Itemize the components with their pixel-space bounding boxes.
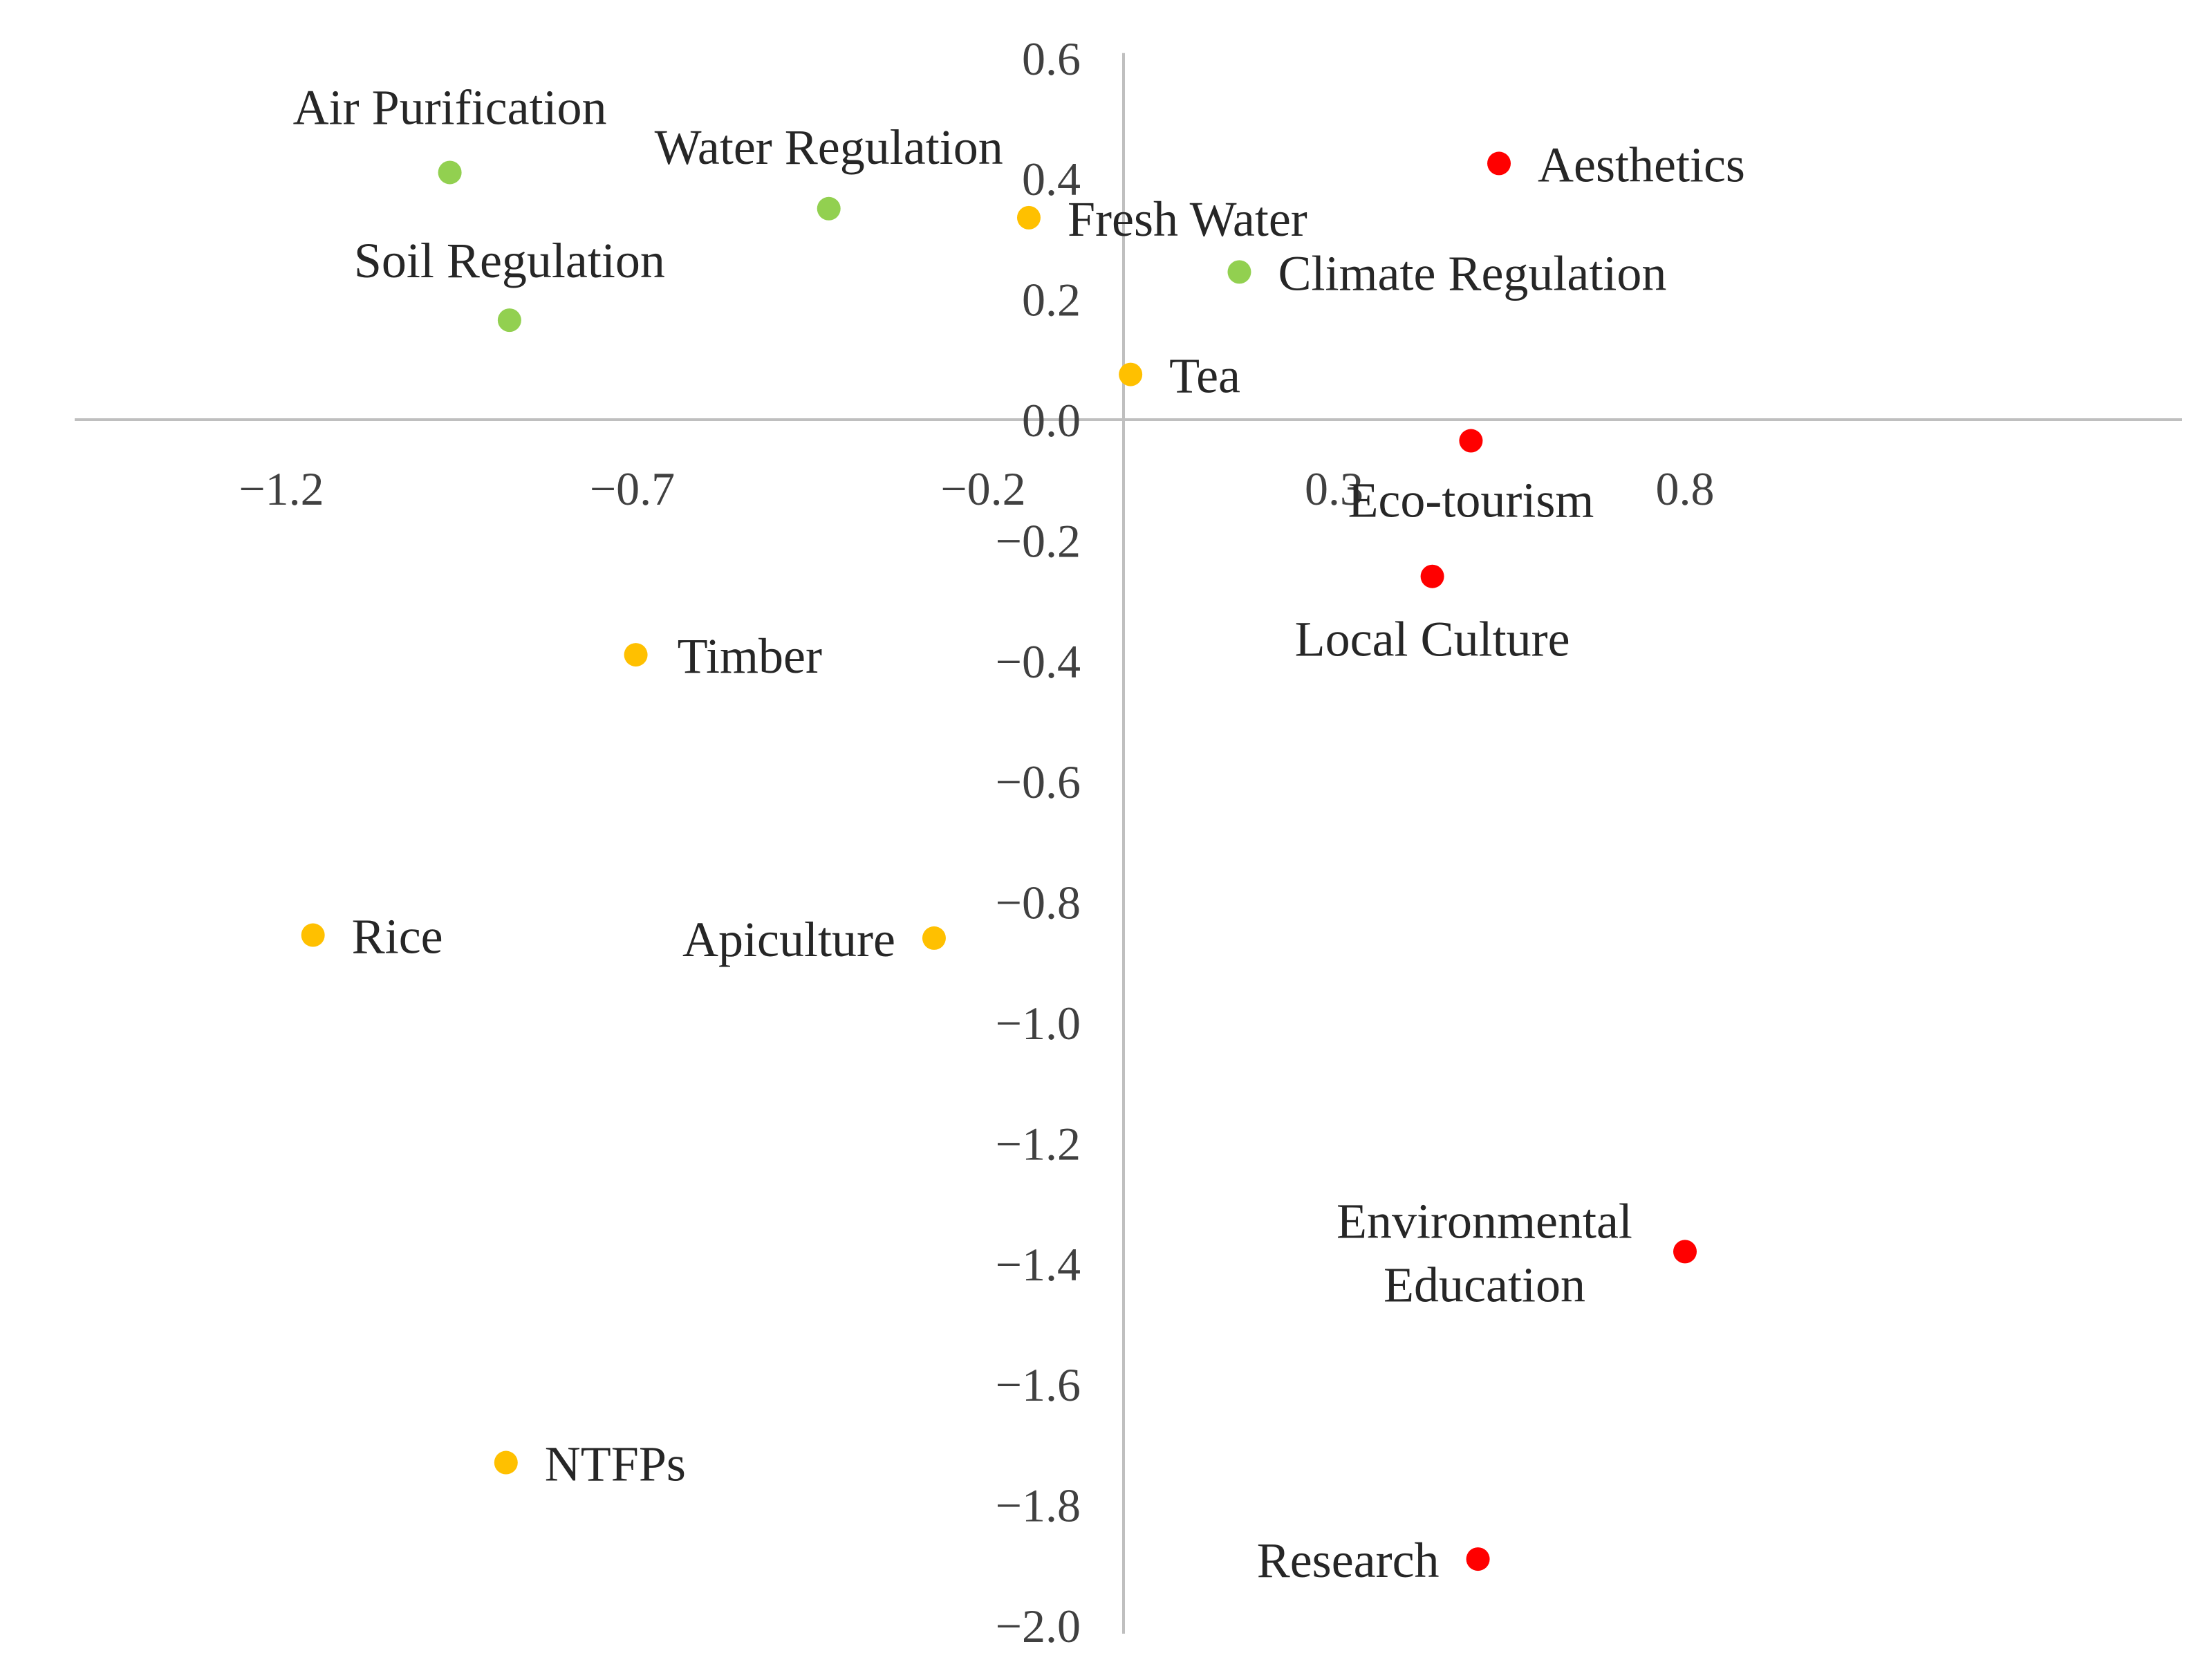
y-tick-label: −1.6 [996, 1359, 1081, 1411]
y-tick-label: −1.8 [996, 1480, 1081, 1532]
label-tea: Tea [1169, 348, 1240, 404]
point-research [1466, 1547, 1490, 1571]
point-climate-regulation [1227, 260, 1251, 284]
y-tick-label: −0.4 [996, 635, 1081, 688]
label-water-regulation: Water Regulation [655, 120, 1003, 175]
label-climate-regulation: Climate Regulation [1278, 245, 1666, 301]
label-apiculture: Apiculture [682, 912, 895, 967]
label-fresh-water: Fresh Water [1068, 192, 1307, 247]
y-tick-label: 0.6 [1022, 32, 1081, 85]
y-tick-label: −2.0 [996, 1600, 1081, 1652]
point-apiculture [922, 926, 946, 950]
point-tea [1119, 362, 1143, 386]
label-eco-tourism: Eco-tourism [1348, 473, 1594, 528]
y-tick-label: −1.4 [996, 1238, 1081, 1291]
y-tick-label: −1.2 [996, 1117, 1081, 1170]
point-soil-regulation [497, 308, 521, 333]
y-tick-labels: 0.6 0.4 0.2 0.0 −0.2 −0.4 −0.6 −0.8 −1.0 −1.2 −1.4… [996, 32, 1081, 1652]
x-tick-label: −0.2 [940, 463, 1025, 515]
label-research: Research [1257, 1533, 1440, 1588]
x-tick-label: 0.3 [1305, 463, 1363, 515]
point-environmental-education [1673, 1240, 1697, 1264]
point-ntfps [494, 1450, 518, 1475]
label-air-purification: Air Purification [293, 80, 607, 135]
x-tick-label: −1.2 [239, 463, 324, 515]
label-rice: Rice [352, 909, 443, 964]
point-eco-tourism [1459, 429, 1483, 453]
y-tick-label: −0.2 [996, 514, 1081, 567]
data-points [301, 151, 1697, 1571]
point-labels: Air Purification Water Regulation Soil Reg… [293, 80, 1745, 1588]
label-ntfps: NTFPs [545, 1437, 686, 1492]
label-soil-regulation: Soil Regulation [354, 233, 665, 288]
y-tick-label: −0.8 [996, 877, 1081, 929]
point-aesthetics [1487, 151, 1511, 176]
y-tick-label: −0.6 [996, 756, 1081, 808]
x-tick-labels: −1.2 −0.7 −0.2 0.3 0.8 [239, 463, 1714, 515]
point-rice [301, 923, 325, 947]
point-water-regulation [817, 196, 841, 221]
axes [75, 53, 2182, 1634]
label-timber: Timber [678, 628, 822, 684]
point-timber [624, 643, 648, 667]
y-tick-label: 0.2 [1022, 274, 1081, 326]
label-environmental-education: Environmental Education [1337, 1193, 1632, 1312]
x-tick-label: 0.8 [1656, 463, 1715, 515]
y-tick-label: −1.0 [996, 997, 1081, 1049]
x-tick-label: −0.7 [590, 463, 675, 515]
y-tick-label: 0.0 [1022, 394, 1081, 447]
label-local-culture: Local Culture [1295, 612, 1570, 667]
y-tick-label: 0.4 [1022, 153, 1081, 205]
point-fresh-water [1016, 205, 1041, 230]
point-air-purification [438, 160, 462, 185]
label-aesthetics: Aesthetics [1538, 137, 1745, 192]
point-local-culture [1420, 564, 1444, 588]
